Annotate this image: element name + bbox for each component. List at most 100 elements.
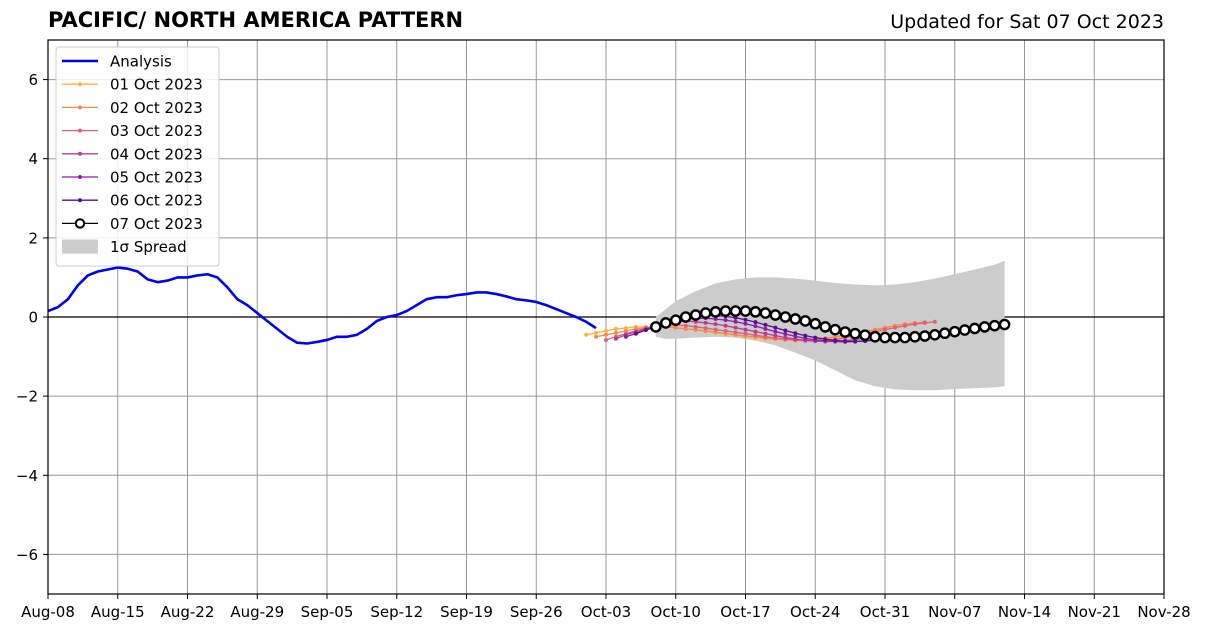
x-tick-label: Sep-05 <box>301 603 354 621</box>
forecast-point <box>729 305 742 317</box>
legend-label: 04 Oct 2023 <box>110 145 203 163</box>
forecast-point <box>763 326 768 331</box>
y-tick-label: 2 <box>28 229 38 247</box>
forecast-point <box>932 319 937 324</box>
y-tick-label: 0 <box>28 309 38 327</box>
legend-marker <box>78 198 82 203</box>
x-tick-label: Oct-03 <box>581 603 631 621</box>
forecast-point <box>763 322 768 327</box>
x-tick-label: Aug-29 <box>230 603 284 621</box>
legend-label: 06 Oct 2023 <box>110 192 203 210</box>
forecast-point <box>958 324 971 336</box>
forecast-point <box>773 333 778 338</box>
forecast-point <box>604 332 609 337</box>
forecast-point <box>829 323 841 336</box>
legend-label: 07 Oct 2023 <box>110 215 203 233</box>
x-tick-label: Nov-14 <box>998 603 1051 621</box>
legend-label: 02 Oct 2023 <box>110 99 203 117</box>
forecast-point <box>723 318 728 323</box>
forecast-point <box>613 330 618 335</box>
forecast-point <box>683 326 688 331</box>
x-tick-label: Oct-10 <box>651 603 701 621</box>
forecast-point <box>779 311 792 323</box>
forecast-point <box>749 306 762 318</box>
forecast-point <box>733 319 738 324</box>
forecast-point <box>938 327 951 340</box>
legend-entry: 06 Oct 2023 <box>62 192 203 210</box>
y-tick-label: 4 <box>28 150 38 168</box>
forecast-point <box>759 307 772 319</box>
x-tick-label: Nov-21 <box>1068 603 1121 621</box>
forecast-point <box>919 330 931 342</box>
forecast-point <box>613 336 618 341</box>
forecast-point <box>978 321 991 333</box>
forecast-point <box>948 325 961 338</box>
forecast-point <box>902 323 907 328</box>
forecast-point <box>892 325 897 330</box>
legend-entry: Analysis <box>62 53 172 71</box>
forecast-point <box>723 328 728 333</box>
forecast-point <box>773 325 778 330</box>
forecast-point <box>683 323 688 328</box>
forecast-point <box>883 327 888 332</box>
forecast-point <box>753 333 758 338</box>
x-tick-label: Oct-24 <box>790 603 840 621</box>
forecast-point <box>743 317 748 322</box>
forecast-point <box>753 324 758 329</box>
forecast-point <box>899 331 911 344</box>
forecast-point <box>809 317 822 330</box>
legend-swatch <box>62 239 98 254</box>
forecast-point <box>853 339 858 344</box>
legend-marker <box>74 218 86 229</box>
forecast-point <box>803 333 808 338</box>
forecast-point <box>669 314 682 326</box>
forecast-point <box>703 320 708 325</box>
x-tick-label: Oct-17 <box>720 603 770 621</box>
forecast-point <box>604 328 609 333</box>
legend-label: 01 Oct 2023 <box>110 76 203 94</box>
forecast-point <box>613 326 618 331</box>
forecast-point <box>679 311 692 323</box>
forecast-point <box>743 321 748 326</box>
x-tick-label: Aug-22 <box>161 603 215 621</box>
x-tick-label: Nov-07 <box>928 603 981 621</box>
forecast-point <box>869 330 881 343</box>
forecast-point <box>659 317 672 329</box>
legend-entry: 01 Oct 2023 <box>62 76 203 94</box>
forecast-point <box>693 324 698 329</box>
legend-entry: 05 Oct 2023 <box>62 169 203 187</box>
y-tick-label: 6 <box>28 71 38 89</box>
forecast-point <box>793 331 798 336</box>
forecast-point <box>839 326 851 338</box>
forecast-point <box>909 330 921 343</box>
forecast-point <box>594 334 599 339</box>
x-tick-label: Sep-19 <box>440 603 493 621</box>
forecast-point <box>633 331 638 336</box>
forecast-point <box>783 328 788 333</box>
legend-marker <box>78 82 82 87</box>
x-tick-label: Sep-12 <box>370 603 423 621</box>
forecast-point <box>699 307 712 319</box>
forecast-point <box>723 323 728 328</box>
forecast-point <box>889 331 901 344</box>
forecast-point <box>713 316 718 321</box>
legend-entry: 07 Oct 2023 <box>62 215 203 233</box>
forecast-point <box>713 327 718 332</box>
forecast-point <box>849 327 861 340</box>
forecast-point <box>584 332 589 337</box>
forecast-point <box>793 334 798 339</box>
legend-marker <box>78 151 82 156</box>
forecast-point <box>689 309 702 321</box>
forecast-point <box>763 334 768 339</box>
legend: Analysis 01 Oct 2023 02 Oct 2023 03 Oct 202… <box>55 46 220 267</box>
forecast-point <box>623 334 628 339</box>
analysis-line <box>47 266 597 345</box>
forecast-point <box>968 322 981 335</box>
forecast-point <box>783 332 788 337</box>
legend-label: 05 Oct 2023 <box>110 169 203 187</box>
forecast-point <box>922 320 927 325</box>
forecast-series <box>650 305 1011 344</box>
forecast-point <box>753 329 758 334</box>
